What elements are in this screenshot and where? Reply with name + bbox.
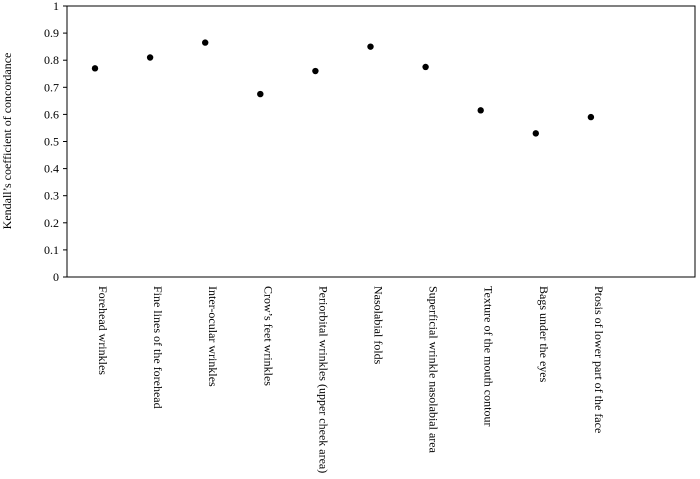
y-tick-label: 0.1 (44, 243, 59, 257)
x-category-label: Superficial wrinkle nasolabial area (427, 286, 441, 454)
data-point (312, 67, 319, 75)
y-axis-ticks: 0 0.1 0.2 0.3 0.4 0.5 0.6 0.7 0.8 0.9 1 (44, 0, 67, 284)
y-tick-label: 0.7 (44, 80, 59, 94)
x-category-label: Forehead wrinkles (96, 286, 110, 375)
data-point (367, 43, 374, 50)
x-category-label: Ptosis of lower part of the face (592, 286, 606, 433)
data-point (422, 63, 429, 71)
y-tick-label: 0.3 (44, 189, 59, 203)
x-category-label: Bags under the eyes (537, 286, 551, 383)
data-point (91, 65, 99, 72)
y-tick-label: 0.2 (44, 216, 59, 230)
y-axis-title: Kendall’s coefficient of concordance (0, 53, 14, 230)
data-point (587, 113, 595, 121)
x-category-label: Inter-ocular wrinkles (206, 286, 220, 387)
y-tick-label: 0.6 (44, 107, 59, 121)
x-category-label: Crow’s feet wrinkles (261, 286, 275, 386)
y-tick-label: 0 (53, 270, 59, 284)
x-axis-category-labels: Forehead wrinkles Fine lines of the foreh… (96, 286, 606, 473)
data-point (257, 90, 264, 98)
x-category-label: Nasolabial folds (372, 286, 386, 365)
data-point (532, 130, 539, 137)
y-tick-label: 0.5 (44, 135, 59, 149)
data-point (477, 107, 484, 114)
y-tick-label: 0.4 (44, 162, 59, 176)
x-category-label: Texture of the mouth contour (482, 286, 496, 426)
plot-area-frame (66, 5, 696, 278)
data-point (202, 39, 209, 46)
data-points (91, 39, 595, 137)
x-category-label: Fine lines of the forehead (151, 286, 165, 409)
x-category-label: Periorbital wrinkles (upper cheek area) (316, 286, 330, 473)
data-point (146, 54, 154, 61)
y-tick-label: 1 (53, 0, 59, 13)
y-tick-label: 0.9 (44, 26, 59, 40)
y-tick-label: 0.8 (44, 53, 59, 67)
